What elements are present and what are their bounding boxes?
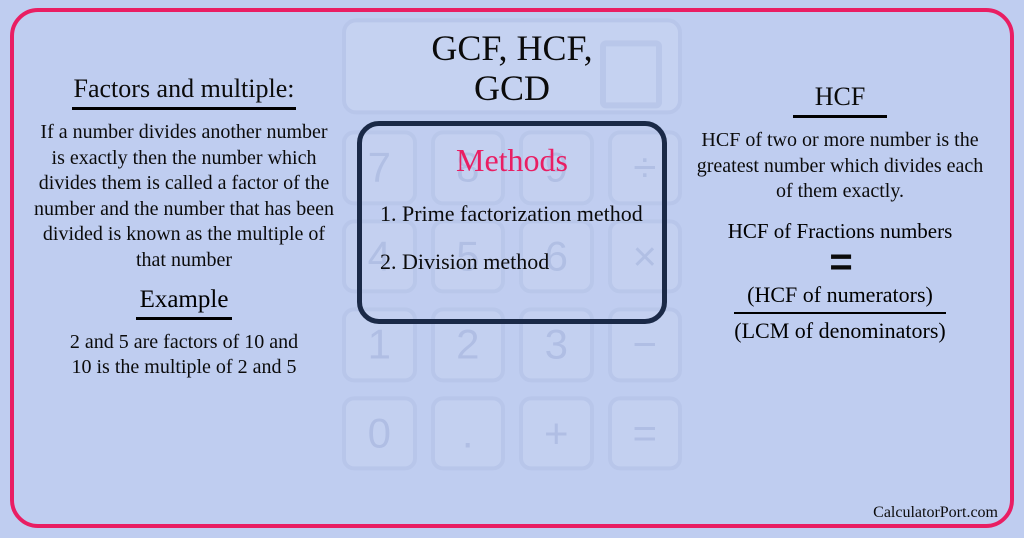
hcf-fraction: (HCF of numerators) (LCM of denominators…	[734, 282, 945, 344]
center-column: GCF, HCF, GCD Methods 1. Prime factoriza…	[352, 26, 672, 516]
example-body: 2 and 5 are factors of 10 and 10 is the …	[34, 330, 334, 381]
methods-heading: Methods	[380, 142, 644, 179]
page-title: GCF, HCF, GCD	[352, 28, 672, 109]
hcf-body: HCF of two or more number is the greates…	[690, 128, 990, 205]
method-item: 1. Prime factorization method	[380, 201, 644, 227]
equals-icon: =	[690, 250, 990, 274]
content-grid: Factors and multiple: If a number divide…	[34, 26, 990, 516]
factors-heading: Factors and multiple:	[72, 74, 297, 110]
attribution-text: CalculatorPort.com	[873, 504, 998, 522]
example-heading: Example	[136, 286, 233, 320]
outer-frame: 7 8 9 ÷ 4 5 6 × 1 2 3 − 0 . + = Factors …	[10, 8, 1014, 528]
methods-box: Methods 1. Prime factorization method 2.…	[357, 121, 667, 324]
fraction-numerator: (HCF of numerators)	[734, 282, 945, 314]
right-column: HCF HCF of two or more number is the gre…	[690, 26, 990, 516]
hcf-heading: HCF	[793, 82, 888, 118]
method-item: 2. Division method	[380, 249, 644, 275]
fraction-denominator: (LCM of denominators)	[734, 314, 945, 344]
left-column: Factors and multiple: If a number divide…	[34, 26, 334, 516]
factors-body: If a number divides another number is ex…	[34, 120, 334, 274]
